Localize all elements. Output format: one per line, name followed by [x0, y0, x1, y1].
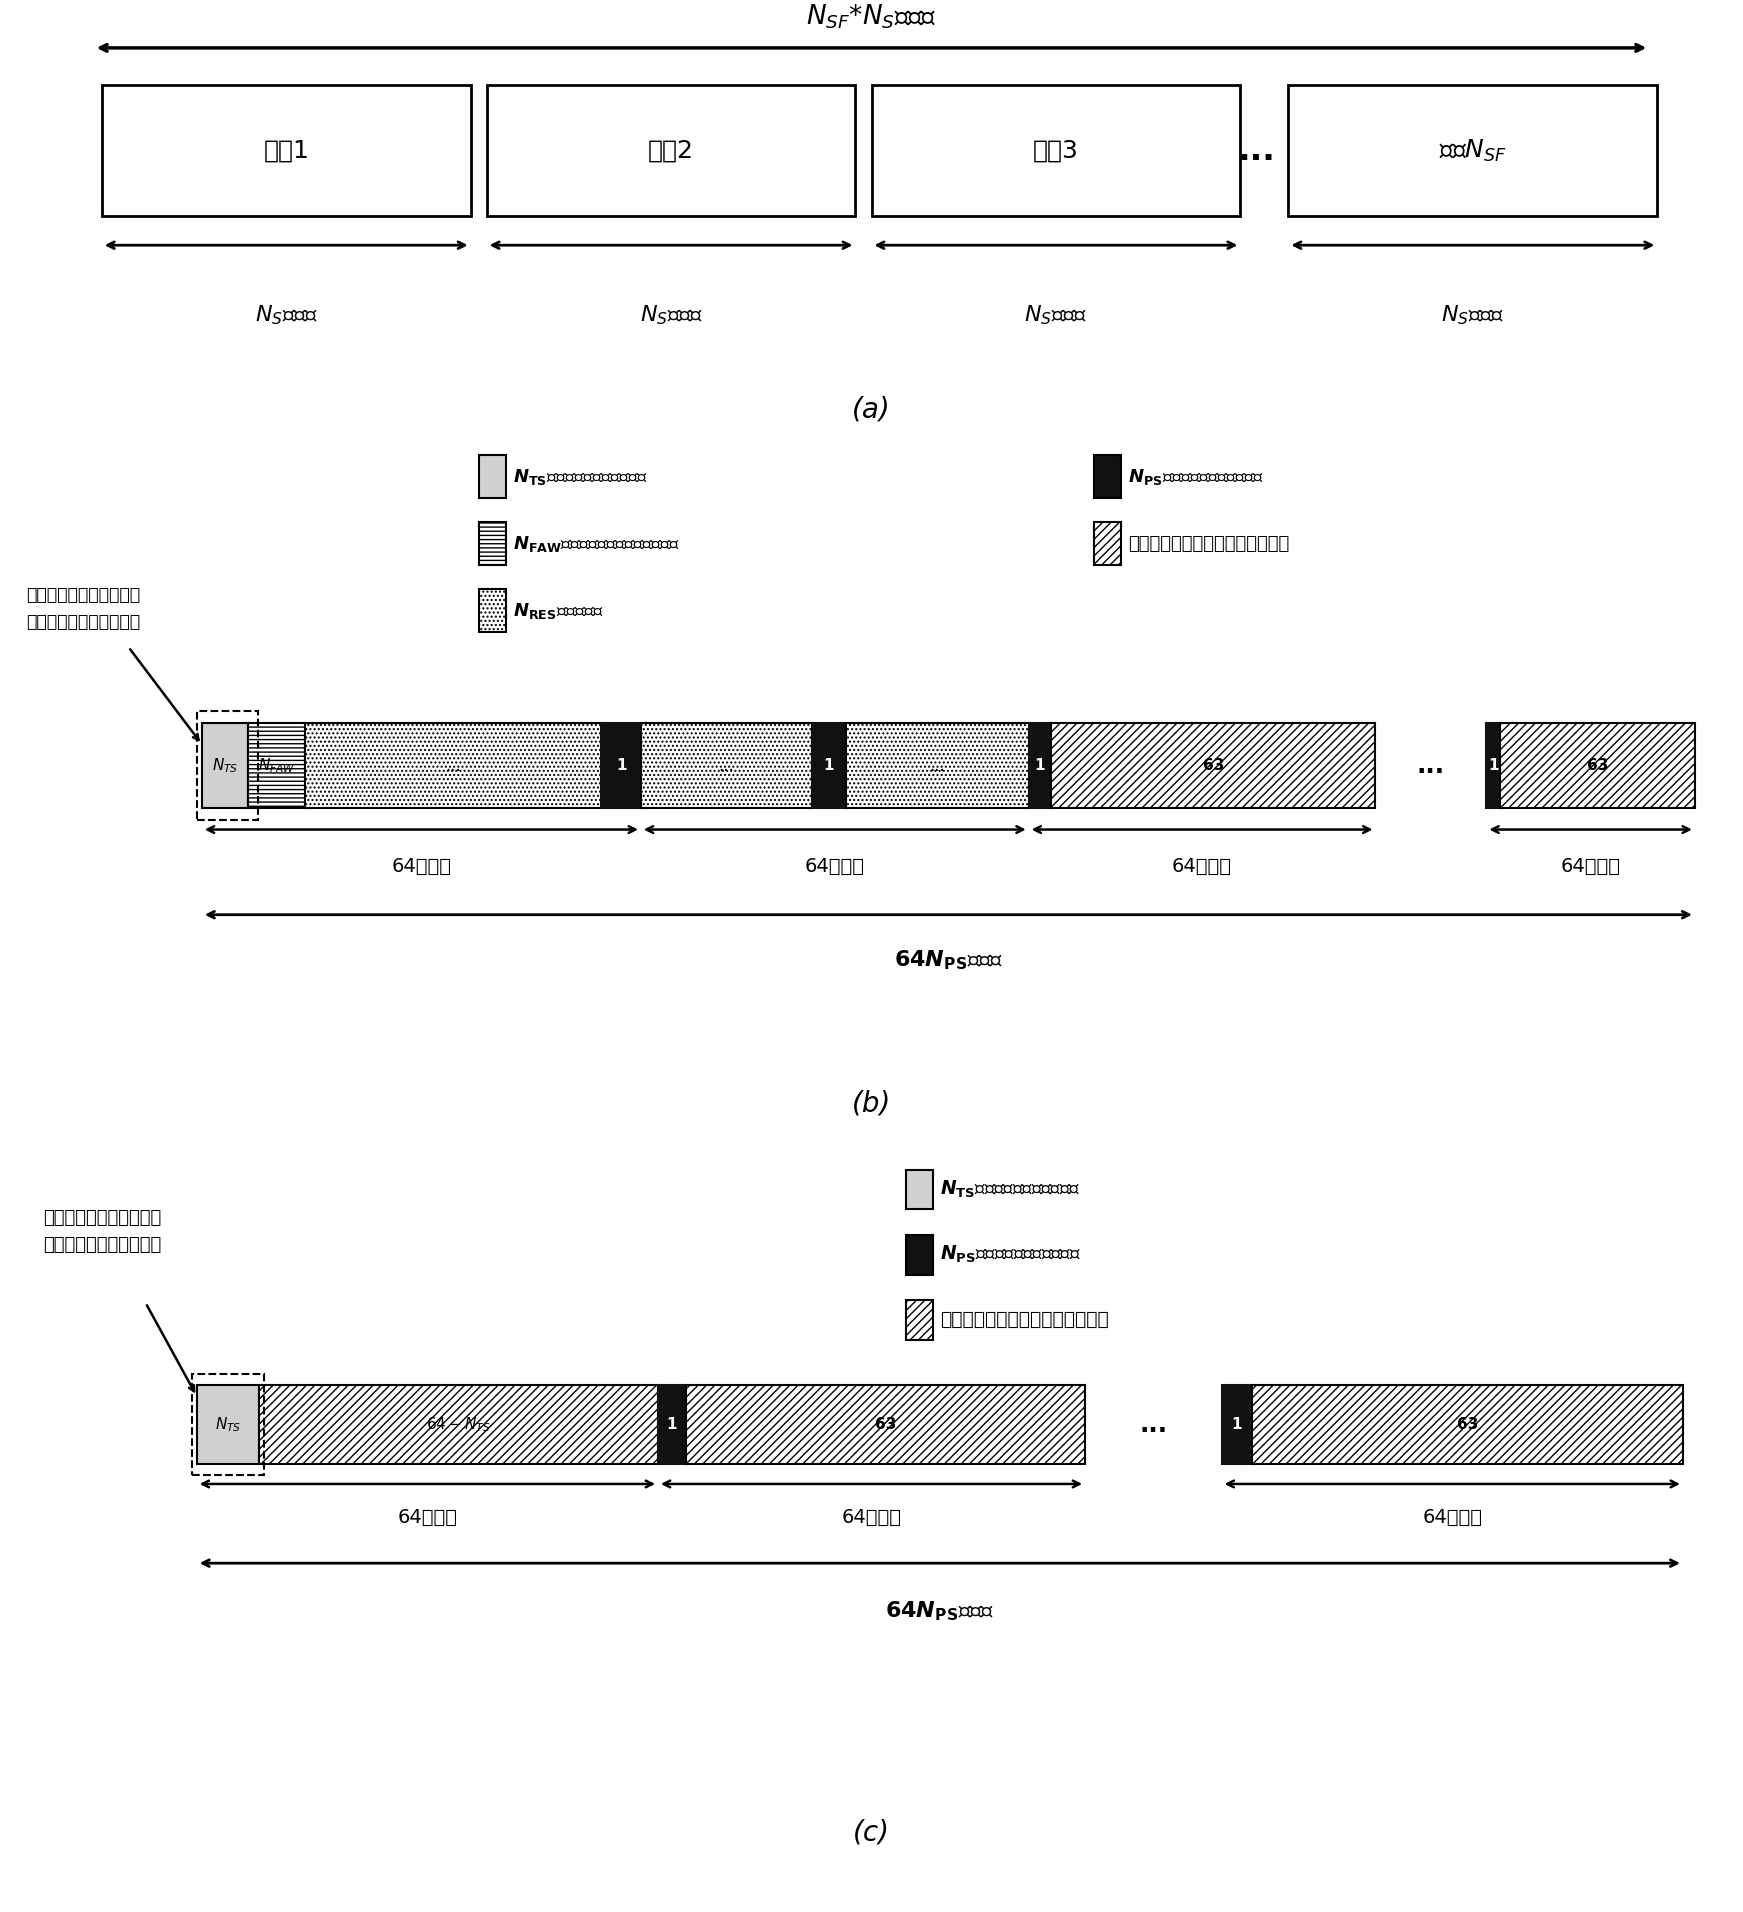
Bar — [101, 84, 471, 216]
Text: 1: 1 — [1489, 759, 1499, 772]
Text: $\mathbf{64}$$\boldsymbol{N}_{\mathbf{PS}}$个符号: $\mathbf{64}$$\boldsymbol{N}_{\mathbf{PS… — [894, 948, 1002, 971]
Bar — [1028, 723, 1051, 809]
Bar — [305, 723, 601, 809]
Bar — [1288, 84, 1658, 216]
Text: 64个符号: 64个符号 — [842, 1509, 901, 1528]
Text: 子帧1: 子帧1 — [263, 140, 309, 163]
Text: $\boldsymbol{N}_{\mathbf{TS}}$个训练符号作为训练序列: $\boldsymbol{N}_{\mathbf{TS}}$个训练符号作为训练序… — [512, 467, 648, 488]
Text: $N_S$个符号: $N_S$个符号 — [640, 304, 702, 327]
Text: 64个符号: 64个符号 — [1171, 857, 1232, 876]
Text: $N_{FAW}$: $N_{FAW}$ — [258, 757, 295, 774]
Text: 63: 63 — [1457, 1417, 1478, 1432]
Text: ...: ... — [1238, 134, 1276, 166]
Bar — [479, 455, 505, 497]
Bar — [1093, 455, 1121, 497]
Text: 64个符号: 64个符号 — [397, 1509, 457, 1528]
Text: $N_S$个符号: $N_S$个符号 — [254, 304, 317, 327]
Bar — [1051, 723, 1375, 809]
Bar — [906, 1300, 933, 1340]
Text: $N_{TS}$: $N_{TS}$ — [214, 1415, 241, 1434]
Text: 63: 63 — [1203, 759, 1224, 772]
Bar — [847, 723, 1028, 809]
Bar — [192, 1373, 265, 1476]
Bar — [486, 84, 856, 216]
Bar — [197, 711, 258, 820]
Text: ...: ... — [446, 757, 462, 774]
Bar — [872, 84, 1241, 216]
Text: 子帧2: 子帧2 — [648, 140, 694, 163]
Bar — [812, 723, 847, 809]
Bar — [906, 1235, 933, 1275]
Text: (b): (b) — [852, 1090, 891, 1117]
Text: $\boldsymbol{N}_{\mathbf{PS}}$个导频符号作为导频序列: $\boldsymbol{N}_{\mathbf{PS}}$个导频符号作为导频序… — [1128, 467, 1264, 488]
Text: $64-N_{TS}$: $64-N_{TS}$ — [427, 1415, 492, 1434]
Text: $\boldsymbol{N}_{\mathbf{TS}}$个训练符号作为训练序列: $\boldsymbol{N}_{\mathbf{TS}}$个训练符号作为训练序… — [939, 1180, 1081, 1201]
Bar — [260, 1384, 657, 1465]
Text: $N_{SF}$*$N_S$个符号: $N_{SF}$*$N_S$个符号 — [807, 4, 936, 31]
Text: 训练序列第一个符号同时
作为导频序列第一个符号: 训练序列第一个符号同时 作为导频序列第一个符号 — [44, 1210, 162, 1254]
Bar — [202, 723, 248, 809]
Bar — [657, 1384, 685, 1465]
Text: 64个符号: 64个符号 — [1422, 1509, 1482, 1528]
Text: $\mathbf{64}$$\boldsymbol{N}_{\mathbf{PS}}$个符号: $\mathbf{64}$$\boldsymbol{N}_{\mathbf{PS… — [885, 1600, 994, 1623]
Text: $N_S$个符号: $N_S$个符号 — [1025, 304, 1088, 327]
Bar — [1251, 1384, 1682, 1465]
Text: 64个符号: 64个符号 — [805, 857, 865, 876]
Bar — [601, 723, 641, 809]
Text: $N_{TS}$: $N_{TS}$ — [213, 757, 239, 774]
Text: 64个符号: 64个符号 — [1560, 857, 1621, 876]
Text: 子帧$N_{SF}$: 子帧$N_{SF}$ — [1440, 138, 1506, 164]
Bar — [1487, 723, 1501, 809]
Text: $N_S$个符号: $N_S$个符号 — [1441, 304, 1504, 327]
Text: $\boldsymbol{N}_{\mathbf{PS}}$个导频符号作为导频序列: $\boldsymbol{N}_{\mathbf{PS}}$个导频符号作为导频序… — [939, 1245, 1081, 1266]
Text: 成帧前符号，包含信息和校验符号: 成帧前符号，包含信息和校验符号 — [1128, 535, 1290, 553]
Text: $\boldsymbol{N}_{\mathbf{FAW}}$个帧同步符号作为帧同步序列: $\boldsymbol{N}_{\mathbf{FAW}}$个帧同步符号作为帧… — [512, 533, 680, 554]
Bar — [1222, 1384, 1251, 1465]
Text: ...: ... — [1417, 753, 1445, 778]
Text: ...: ... — [929, 757, 945, 774]
Text: 63: 63 — [875, 1417, 896, 1432]
Bar — [906, 1170, 933, 1210]
Bar — [248, 723, 305, 809]
Text: $\boldsymbol{N}_{\mathbf{RES}}$个保留符号: $\boldsymbol{N}_{\mathbf{RES}}$个保留符号 — [512, 600, 603, 621]
Text: 1: 1 — [1035, 759, 1046, 772]
Text: 训练序列第一个符号同时
作为导频序列第一个符号: 训练序列第一个符号同时 作为导频序列第一个符号 — [26, 587, 139, 631]
Text: 1: 1 — [615, 759, 626, 772]
Text: 1: 1 — [1231, 1417, 1243, 1432]
Bar — [1501, 723, 1694, 809]
Bar — [479, 522, 505, 564]
Text: 63: 63 — [1586, 759, 1609, 772]
Text: ...: ... — [718, 757, 734, 774]
Bar — [197, 1384, 260, 1465]
Bar — [641, 723, 812, 809]
Text: ...: ... — [1140, 1413, 1168, 1436]
Text: 1: 1 — [666, 1417, 676, 1432]
Text: 64个符号: 64个符号 — [392, 857, 451, 876]
Bar — [685, 1384, 1084, 1465]
Text: (a): (a) — [852, 396, 891, 424]
Bar — [1093, 522, 1121, 564]
Bar — [479, 589, 505, 631]
Text: 1: 1 — [824, 759, 835, 772]
Text: (c): (c) — [852, 1818, 891, 1845]
Text: 子帧3: 子帧3 — [1034, 140, 1079, 163]
Text: 成帧前符号，包含信息和校验符号: 成帧前符号，包含信息和校验符号 — [939, 1310, 1109, 1329]
